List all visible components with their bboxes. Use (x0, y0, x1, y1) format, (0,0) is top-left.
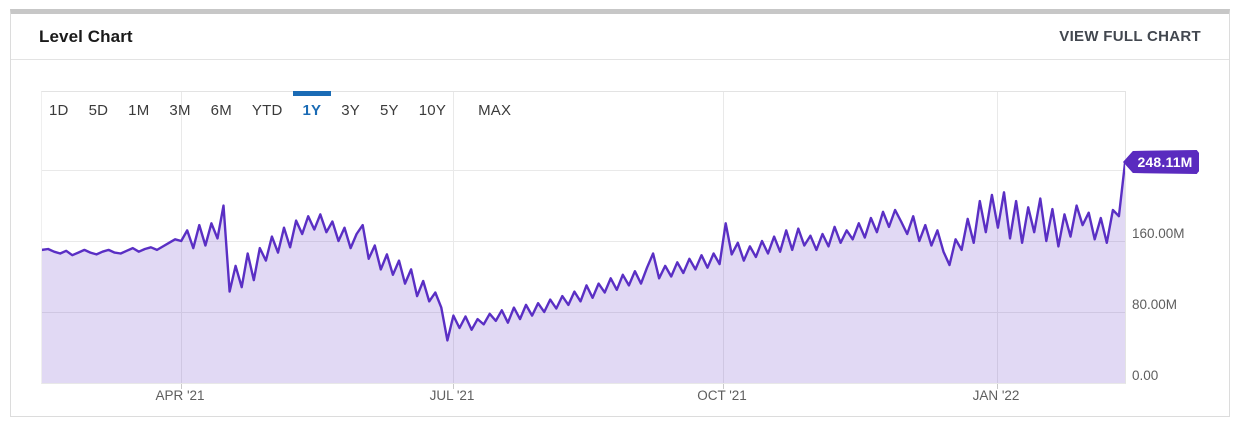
plot-area (41, 91, 1126, 389)
v-gridline (453, 92, 454, 383)
view-full-chart-link[interactable]: VIEW FULL CHART (1059, 28, 1201, 45)
x-axis-label: APR '21 (155, 388, 205, 403)
v-gridline (997, 92, 998, 383)
h-gridline (42, 170, 1125, 171)
range-tab-1d[interactable]: 1D (49, 102, 69, 119)
page-title: Level Chart (39, 26, 133, 46)
y-axis-label: 160.00M (1132, 226, 1185, 241)
time-range-tabs: 1D 5D 1M 3M 6M YTD 1Y 3Y 5Y 10Y MAX (39, 91, 521, 127)
x-axis-tick (997, 384, 998, 389)
y-axis-label: 80.00M (1132, 297, 1178, 312)
x-axis-tick (453, 384, 454, 389)
area-chart-svg[interactable] (42, 92, 1125, 383)
range-tab-1y[interactable]: 1Y (292, 91, 332, 127)
range-tab-5d[interactable]: 5D (88, 102, 109, 119)
widget-header: Level Chart VIEW FULL CHART (11, 14, 1229, 60)
range-tab-6m[interactable]: 6M (210, 102, 232, 119)
range-tab-3m[interactable]: 3M (169, 102, 191, 119)
h-gridline (42, 241, 1125, 242)
h-gridline (42, 312, 1125, 313)
y-axis-label: 0.00 (1132, 368, 1159, 383)
x-axis-label: OCT '21 (697, 388, 747, 403)
range-tab-3y[interactable]: 3Y (341, 102, 361, 119)
range-tab-5y[interactable]: 5Y (380, 102, 399, 119)
range-tab-10y[interactable]: 10Y (418, 102, 447, 119)
chart-region: 1D 5D 1M 3M 6M YTD 1Y 3Y 5Y 10Y MAX 160.00M 80.00M 0… (11, 60, 1229, 416)
x-axis-label: JUL '21 (429, 388, 475, 403)
range-tab-ytd[interactable]: YTD (251, 102, 283, 119)
range-tab-1m[interactable]: 1M (128, 102, 150, 119)
level-area-fill (42, 162, 1125, 383)
range-tab-max[interactable]: MAX (478, 102, 512, 119)
x-axis-tick (181, 384, 182, 389)
v-gridline (181, 92, 182, 383)
x-axis-tick (723, 384, 724, 389)
level-chart-widget: Level Chart VIEW FULL CHART 1D 5D 1M 3M 6M YT… (10, 9, 1230, 417)
x-axis-label: JAN '22 (972, 388, 1020, 403)
last-value-badge: 248.11M (1123, 150, 1199, 174)
level-line (42, 161, 1125, 342)
